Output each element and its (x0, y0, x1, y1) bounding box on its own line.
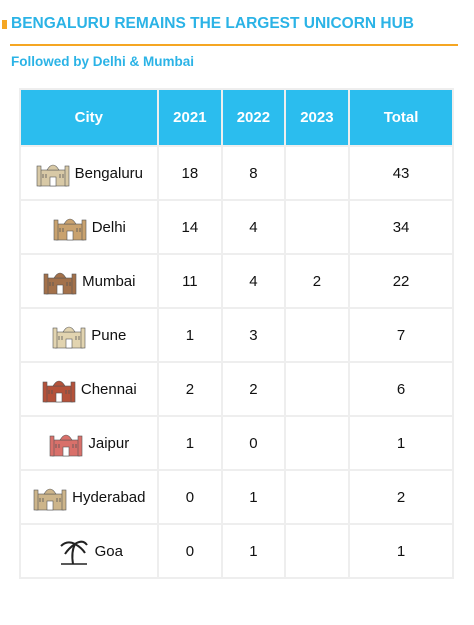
value-cell: 2 (223, 363, 284, 415)
value-cell: 18 (158, 147, 222, 199)
value-cell: 11 (158, 255, 222, 307)
value-cell: 3 (223, 309, 284, 361)
city-wrap: Delhi (21, 212, 157, 242)
city-wrap: Pune (21, 320, 157, 350)
table-body: Bengaluru 18 8 43 Delhi 14 4 34 Mumbai 11 4 2 22 Pune… (21, 147, 452, 577)
city-wrap: Jaipur (21, 428, 157, 458)
column-header: 2023 (285, 90, 349, 145)
city-cell: Chennai (21, 363, 157, 415)
city-name: Chennai (80, 380, 137, 398)
city-icon (53, 218, 87, 241)
table-row: Delhi 14 4 34 (21, 201, 452, 253)
city-wrap: Goa (21, 536, 157, 566)
value-cell: 4 (223, 201, 284, 253)
value-cell: 1 (223, 471, 284, 523)
empty-cell (285, 201, 349, 253)
city-wrap: Chennai (21, 374, 157, 404)
city-wrap: Mumbai (21, 266, 157, 296)
table-row: Chennai 2 2 6 (21, 363, 452, 415)
empty-cell (285, 363, 349, 415)
table-row: Hyderabad 0 1 2 (21, 471, 452, 523)
city-icon (43, 272, 77, 295)
value-cell: 1 (223, 525, 284, 577)
city-cell: Bengaluru (21, 147, 157, 199)
value-cell: 43 (350, 147, 452, 199)
empty-cell (285, 471, 349, 523)
city-icon (50, 434, 83, 457)
empty-cell (285, 525, 349, 577)
value-cell: 34 (350, 201, 452, 253)
city-name: Hyderabad (72, 488, 146, 506)
city-cell: Jaipur (21, 417, 157, 469)
column-header: 2022 (223, 90, 284, 145)
value-cell: 1 (350, 417, 452, 469)
city-name: Pune (91, 326, 127, 344)
value-cell: 0 (223, 417, 284, 469)
column-header: City (21, 90, 157, 145)
city-icon (42, 380, 76, 403)
city-name: Jaipur (88, 434, 130, 452)
column-header: 2021 (158, 90, 222, 145)
city-name: Goa (94, 542, 123, 560)
value-cell: 1 (158, 309, 222, 361)
column-header: Total (350, 90, 452, 145)
title: BENGALURU REMAINS THE LARGEST UNICORN HU… (11, 15, 414, 32)
subtitle: Followed by Delhi & Mumbai (11, 54, 195, 69)
city-name: Delhi (91, 218, 126, 236)
value-cell: 0 (158, 525, 222, 577)
city-cell: Hyderabad (21, 471, 157, 523)
city-icon (52, 326, 86, 349)
city-cell: Goa (21, 525, 157, 577)
value-cell: 8 (223, 147, 284, 199)
empty-cell (285, 309, 349, 361)
value-cell: 4 (223, 255, 284, 307)
value-cell: 0 (158, 471, 222, 523)
city-cell: Delhi (21, 201, 157, 253)
value-cell: 1 (158, 417, 222, 469)
city-icon (59, 540, 88, 565)
city-icon (36, 164, 69, 187)
table: City 2021 2022 2023 Total Bengaluru 18 8 43 Delh… (19, 88, 454, 579)
value-cell: 22 (350, 255, 452, 307)
header-row: City 2021 2022 2023 Total (21, 90, 452, 145)
city-cell: Pune (21, 309, 157, 361)
value-cell: 14 (158, 201, 222, 253)
title-marker (2, 20, 7, 29)
city-wrap: Bengaluru (21, 158, 157, 188)
table-row: Bengaluru 18 8 43 (21, 147, 452, 199)
city-name: Mumbai (82, 272, 136, 290)
value-cell: 7 (350, 309, 452, 361)
city-icon (33, 488, 67, 511)
empty-cell (285, 147, 349, 199)
table-row: Jaipur 1 0 1 (21, 417, 452, 469)
empty-cell (285, 417, 349, 469)
value-cell: 2 (350, 471, 452, 523)
value-cell: 1 (350, 525, 452, 577)
table-row: Goa 0 1 1 (21, 525, 452, 577)
table-row: Mumbai 11 4 2 22 (21, 255, 452, 307)
city-cell: Mumbai (21, 255, 157, 307)
title-rule (10, 44, 458, 46)
value-cell: 6 (350, 363, 452, 415)
value-cell: 2 (285, 255, 349, 307)
table-row: Pune 1 3 7 (21, 309, 452, 361)
value-cell: 2 (158, 363, 222, 415)
city-wrap: Hyderabad (21, 482, 157, 512)
city-name: Bengaluru (74, 164, 143, 182)
